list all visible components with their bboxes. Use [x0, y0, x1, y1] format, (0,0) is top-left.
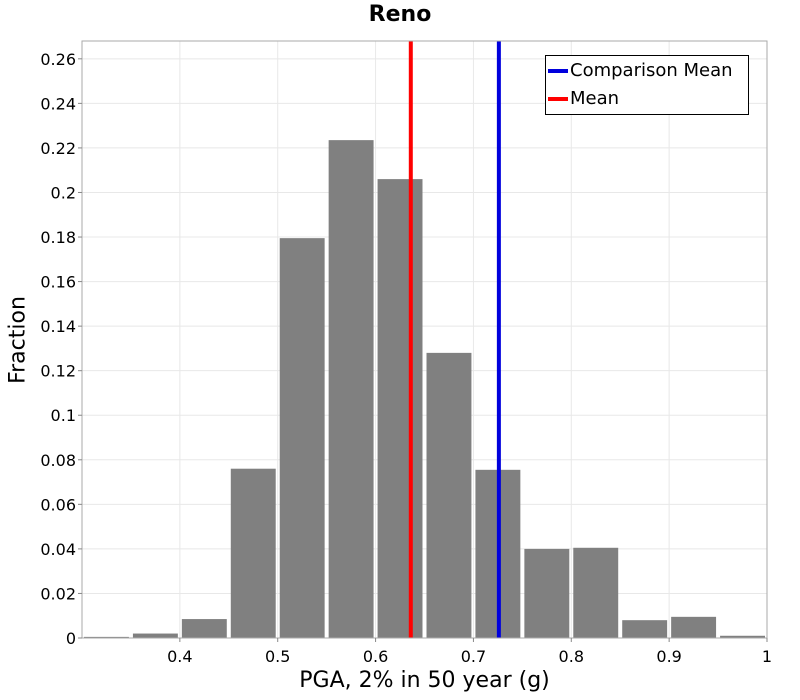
x-tick-label: 0.4 [167, 647, 192, 666]
y-tick-label: 0.14 [40, 317, 76, 336]
y-tick-label: 0.06 [40, 495, 76, 514]
y-tick-label: 0.1 [51, 406, 76, 425]
histogram-bar [132, 633, 178, 638]
histogram-bars [84, 140, 765, 639]
y-tick-label: 0.08 [40, 451, 76, 470]
histogram-bar [720, 635, 765, 638]
y-tick-label: 0.12 [40, 362, 76, 381]
legend-swatch-mean [548, 96, 568, 101]
histogram-bar [84, 636, 129, 638]
legend-item-comparison-mean: Comparison Mean [546, 57, 748, 84]
histogram-bar [524, 548, 570, 638]
y-tick-label: 0.24 [40, 94, 76, 113]
x-axis-ticks: 0.4 0.5 0.6 0.7 0.8 0.9 1 [167, 638, 772, 666]
chart-title: Reno [368, 2, 432, 27]
legend: Comparison Mean Mean [545, 55, 749, 115]
histogram-bar [230, 468, 276, 638]
y-tick-label: 0.02 [40, 584, 76, 603]
y-axis-ticks: 0 0.02 0.04 0.06 0.08 0.1 0.12 0.14 0.16 0.18 0.2 0… [40, 50, 82, 648]
legend-label-comparison-mean: Comparison Mean [570, 60, 733, 81]
y-tick-label: 0 [66, 629, 76, 648]
histogram-bar [181, 619, 227, 638]
y-tick-label: 0.22 [40, 139, 76, 158]
legend-label-mean: Mean [570, 88, 620, 109]
x-axis-label: PGA, 2% in 50 year (g) [299, 668, 550, 693]
histogram-bar [426, 352, 472, 638]
grid-lines [82, 41, 768, 639]
legend-item-mean: Mean [546, 85, 748, 112]
y-tick-label: 0.26 [40, 50, 76, 69]
y-tick-label: 0.18 [40, 228, 76, 247]
legend-swatch-comparison-mean [548, 68, 568, 73]
histogram-bar [279, 238, 325, 638]
histogram-bar [573, 547, 619, 638]
histogram-bar [671, 616, 717, 638]
histogram-bar [328, 140, 374, 639]
x-tick-label: 1 [762, 647, 772, 666]
histogram-bar [377, 179, 423, 638]
x-tick-label: 0.7 [461, 647, 486, 666]
y-tick-label: 0.16 [40, 273, 76, 292]
mean-lines [408, 41, 501, 638]
histogram-bar [622, 620, 668, 638]
x-tick-label: 0.6 [363, 647, 388, 666]
plot-frame [81, 40, 768, 639]
x-tick-label: 0.8 [559, 647, 584, 666]
y-tick-label: 0.2 [51, 183, 76, 202]
x-tick-label: 0.5 [265, 647, 290, 666]
x-tick-label: 0.9 [656, 647, 681, 666]
y-axis-label: Fraction [5, 296, 31, 384]
y-tick-label: 0.04 [40, 540, 76, 559]
